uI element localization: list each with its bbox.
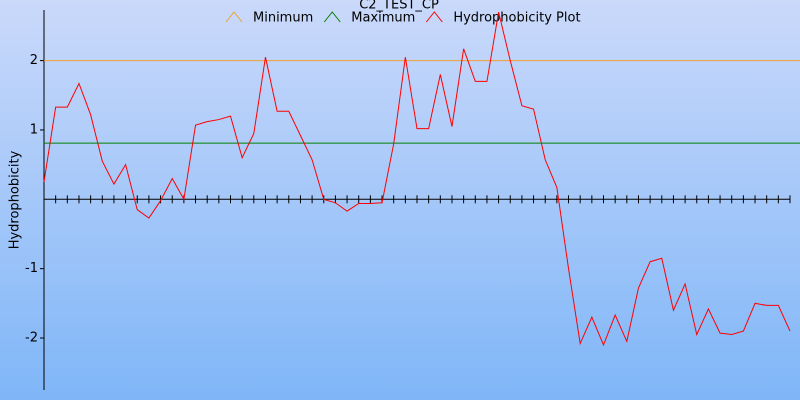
- y-tick-label: -1: [25, 261, 38, 276]
- y-tick-label: 1: [30, 122, 38, 137]
- legend-icon: [225, 11, 243, 23]
- y-tick-label: 2: [30, 53, 38, 68]
- legend-icon: [425, 11, 443, 23]
- data-line: [43, 11, 791, 347]
- legend-label: Minimum: [253, 11, 313, 26]
- y-tick-label: -2: [25, 330, 38, 345]
- legend-label: Maximum: [351, 11, 415, 26]
- legend-icon: [323, 11, 341, 23]
- legend-label: Hydrophobicity Plot: [453, 11, 580, 26]
- chart-title: C2_TEST_CP: [359, 0, 439, 13]
- y-axis-label: Hydrophobicity: [8, 150, 23, 249]
